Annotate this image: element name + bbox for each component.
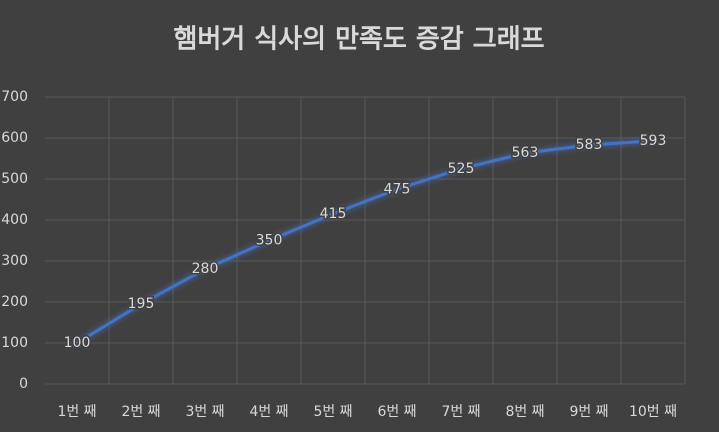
data-label: 350 [256, 233, 283, 249]
data-label: 100 [64, 335, 91, 351]
chart-title: 햄버거 식사의 만족도 증감 그래프 [173, 25, 544, 55]
data-label: 525 [448, 161, 475, 177]
x-tick-label: 6번 째 [377, 404, 416, 420]
y-tick-label: 500 [1, 171, 28, 187]
y-tick-label: 600 [1, 130, 28, 146]
data-label: 415 [320, 206, 347, 222]
line [75, 139, 655, 345]
data-label: 475 [384, 181, 411, 197]
x-tick-label: 2번 째 [121, 404, 160, 420]
y-tick-label: 200 [1, 294, 28, 310]
y-tick-label: 0 [19, 376, 28, 392]
x-tick-label: 7번 째 [441, 404, 480, 420]
x-tick-label: 4번 째 [249, 404, 288, 420]
data-label: 280 [192, 261, 219, 277]
data-label: 583 [576, 137, 603, 153]
y-tick-label: 400 [1, 212, 28, 228]
x-tick-label: 1번 째 [57, 404, 96, 420]
data-label: 563 [512, 145, 539, 161]
data-label: 195 [128, 296, 155, 312]
x-tick-label: 9번 째 [569, 404, 608, 420]
y-tick-label: 700 [1, 89, 28, 105]
x-tick-label: 10번 째 [629, 404, 677, 420]
data-label: 593 [640, 133, 667, 149]
x-tick-label: 5번 째 [313, 404, 352, 420]
y-tick-label: 300 [1, 253, 28, 269]
x-tick-label: 8번 째 [505, 404, 544, 420]
x-tick-label: 3번 째 [185, 404, 224, 420]
y-tick-label: 100 [1, 335, 28, 351]
